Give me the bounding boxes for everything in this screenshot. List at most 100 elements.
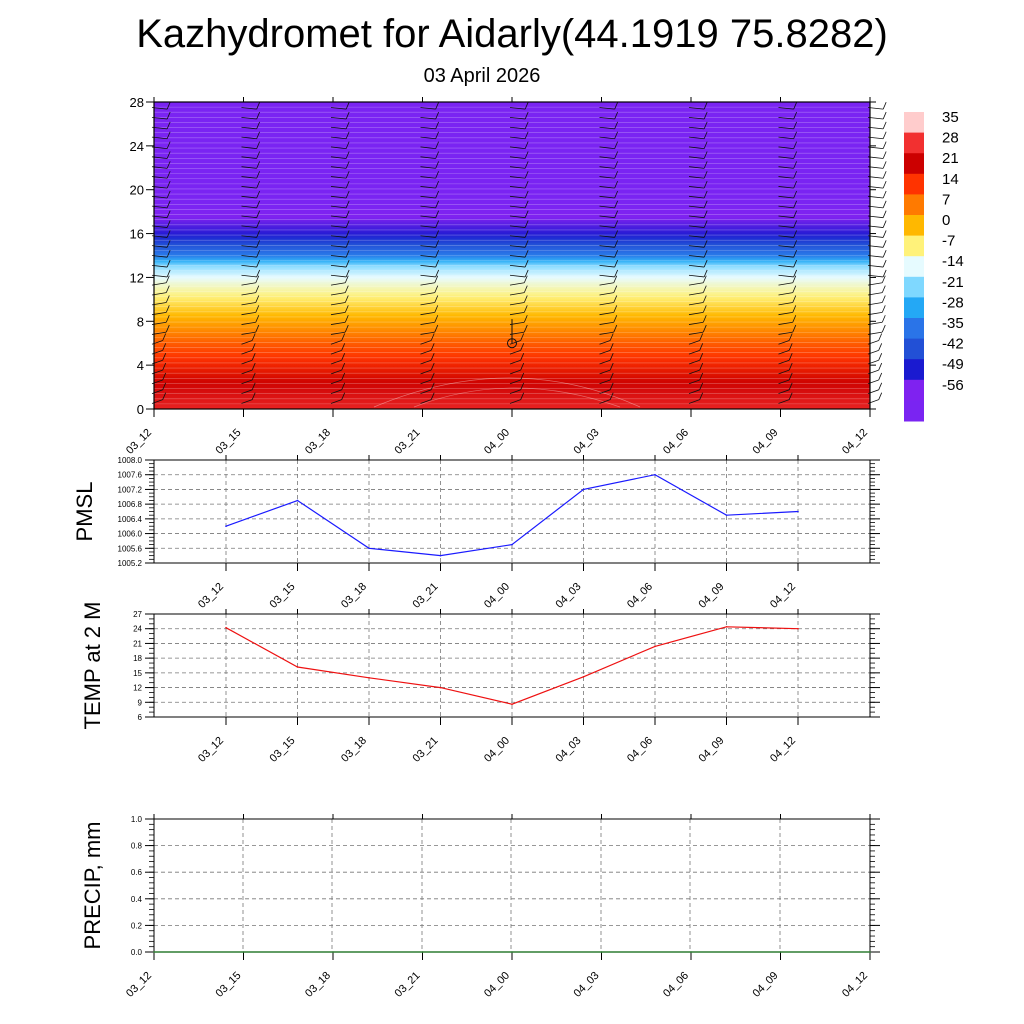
wind-barb <box>509 195 526 199</box>
chart-date: 03 April 2026 <box>423 65 541 87</box>
wind-barb-flag <box>255 324 260 333</box>
wind-barb-flag <box>435 151 440 159</box>
wind-barb-flag <box>788 353 793 361</box>
data-point <box>582 488 585 491</box>
x-tick-label: 04_03 <box>572 970 602 1000</box>
data-point <box>421 951 424 953</box>
wind-barb <box>599 369 611 375</box>
y-tick-label: 24 <box>130 139 144 154</box>
wind-barb-flag <box>699 372 704 381</box>
wind-barb <box>330 379 342 385</box>
wind-barb <box>778 274 794 278</box>
wind-barb-flag <box>520 382 525 390</box>
wind-barb-flag <box>792 315 797 323</box>
colorbar-swatch <box>904 297 924 319</box>
wind-barb <box>599 166 615 169</box>
wind-barb-flag <box>345 210 350 218</box>
wind-barb <box>241 186 257 189</box>
wind-barb <box>688 255 705 258</box>
wind-barb-flag <box>882 200 887 208</box>
wind-barb-flag <box>520 362 525 371</box>
wind-barb <box>778 255 794 258</box>
wind-barb-flag <box>256 180 261 189</box>
wind-barb-flag <box>341 362 346 371</box>
wind-barb <box>330 264 347 268</box>
data-point <box>332 951 334 953</box>
wind-barb <box>509 389 521 395</box>
wind-barb-flag <box>793 141 798 149</box>
wind-barb-flag <box>344 324 349 333</box>
colorbar-label: 7 <box>942 191 950 208</box>
wind-barb-flag <box>345 259 350 268</box>
wind-barb-flag <box>435 141 440 149</box>
colorbar-swatch <box>904 132 924 154</box>
wind-barb <box>599 235 615 238</box>
wind-barb-flag <box>614 259 619 268</box>
wind-barb-flag <box>614 210 619 218</box>
wind-barb <box>599 176 615 179</box>
colorbar-label: -49 <box>942 356 964 373</box>
wind-barb-flag <box>614 220 619 228</box>
wind-barb-flag <box>162 353 167 361</box>
wind-barb-flag <box>345 220 350 228</box>
wind-barb-flag <box>251 353 256 361</box>
y-tick-label: 1.0 <box>131 815 143 824</box>
wind-barb <box>688 282 704 286</box>
wind-barb <box>241 379 253 385</box>
x-tick-label: 03_18 <box>303 970 333 1000</box>
wind-barb-flag <box>345 161 350 169</box>
wind-barb <box>778 282 793 286</box>
wind-barb-flag <box>255 295 260 303</box>
data-point <box>368 676 370 679</box>
wind-barb <box>420 282 435 286</box>
wind-barb-flag <box>703 180 708 189</box>
wind-barb <box>509 369 521 375</box>
wind-barb-flag <box>882 111 887 120</box>
wind-barb <box>688 116 705 120</box>
wind-barb-flag <box>520 343 525 351</box>
wind-barb <box>330 116 347 120</box>
wind-barb-flag <box>614 250 619 258</box>
wind-barb-flag <box>614 161 619 169</box>
wind-barb <box>509 399 521 404</box>
wind-barb-flag <box>882 190 887 199</box>
wind-barb-flag <box>609 372 614 381</box>
wind-barb-flag <box>699 333 704 341</box>
colorbar-swatch <box>904 256 924 278</box>
y-tick-label: 18 <box>133 654 142 663</box>
wind-barb <box>778 107 794 110</box>
y-tick-label: 1008.0 <box>118 456 143 465</box>
wind-barb <box>241 156 257 159</box>
y-tick-label: 20 <box>130 183 144 198</box>
wind-barb <box>509 116 526 120</box>
wind-barb <box>241 302 256 306</box>
wind-barb-flag <box>792 324 797 333</box>
colorbar-label: 21 <box>942 150 959 167</box>
data-point <box>797 627 799 630</box>
colorbar-swatch <box>904 359 924 381</box>
wind-barb <box>599 156 615 159</box>
wind-barb <box>599 302 614 306</box>
wind-barb-flag <box>878 343 883 351</box>
wind-barb-flag <box>162 382 167 390</box>
wind-barb <box>420 311 435 316</box>
wind-barb-flag <box>788 382 793 390</box>
wind-barb-flag <box>524 200 529 208</box>
wind-barb <box>420 389 432 395</box>
wind-barb <box>599 264 615 268</box>
wind-barb-flag <box>524 151 529 159</box>
wind-barb-flag <box>881 285 886 293</box>
wind-barb <box>509 292 525 296</box>
y-tick-label: 28 <box>130 95 144 110</box>
wind-barb-flag <box>882 131 887 139</box>
colorbar-swatch <box>904 215 924 237</box>
wind-barb <box>778 195 794 199</box>
wind-barb <box>241 255 257 258</box>
x-tick-label: 03_15 <box>214 970 244 1000</box>
wind-barb-flag <box>434 324 439 333</box>
wind-barb-flag <box>166 171 171 179</box>
wind-barb-flag <box>703 190 708 199</box>
wind-barb-flag <box>435 220 440 228</box>
wind-barb <box>778 349 790 355</box>
wind-barb <box>599 136 615 140</box>
